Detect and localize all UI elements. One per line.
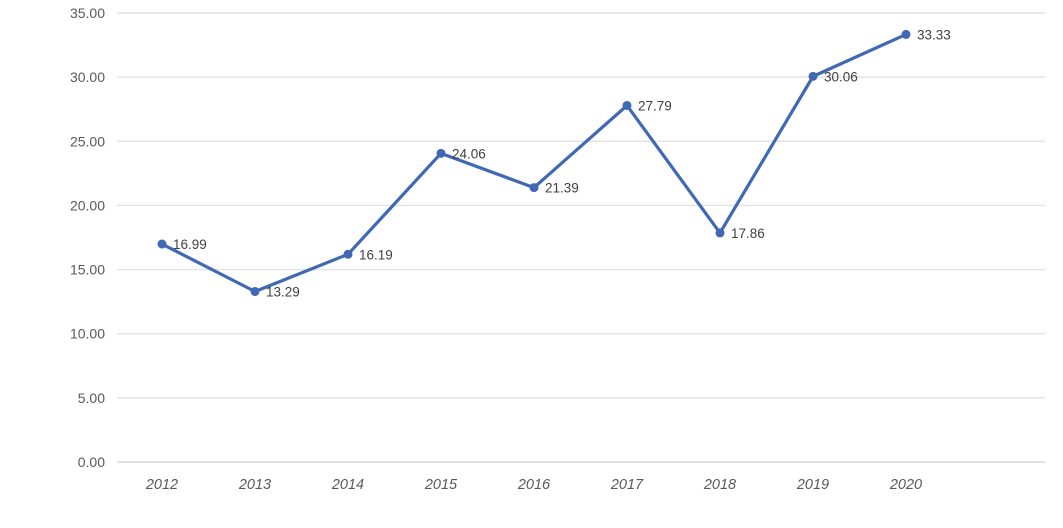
y-tick-label: 10.00 <box>70 326 105 342</box>
x-tick-label: 2016 <box>517 477 551 493</box>
data-point-marker <box>250 287 260 297</box>
y-tick-label: 20.00 <box>70 197 105 213</box>
y-tick-label: 25.00 <box>70 133 105 149</box>
data-point-marker <box>901 29 911 39</box>
x-tick-label: 2012 <box>145 477 178 493</box>
y-tick-label: 0.00 <box>78 454 105 470</box>
data-point-marker <box>157 239 167 249</box>
series-markers <box>157 29 911 297</box>
data-point-marker <box>343 249 353 259</box>
x-tick-label: 2015 <box>424 477 458 493</box>
data-point-label: 16.19 <box>359 247 393 262</box>
data-point-marker <box>715 228 725 238</box>
x-tick-label: 2018 <box>703 477 736 493</box>
data-point-marker <box>436 148 446 158</box>
series-line <box>160 32 908 294</box>
data-point-label: 17.86 <box>731 226 765 241</box>
x-tick-label: 2014 <box>331 477 364 493</box>
data-point-marker <box>529 183 539 193</box>
data-point-marker <box>622 100 632 110</box>
data-point-label: 21.39 <box>545 181 579 196</box>
gridlines-group <box>117 12 1045 463</box>
data-point-marker <box>808 71 818 81</box>
y-axis-tick-labels: 35.00 30.00 25.00 20.00 15.00 10.00 5.00 0.00 <box>70 5 105 470</box>
y-tick-label: 30.00 <box>70 69 105 85</box>
x-tick-label: 2019 <box>796 477 829 493</box>
data-point-label: 24.06 <box>452 146 486 161</box>
data-labels: 16.99 13.29 16.19 24.06 21.39 27.79 17.86 30.06… <box>173 27 951 299</box>
data-point-label: 16.99 <box>173 237 207 252</box>
x-tick-label: 2017 <box>610 477 644 493</box>
data-point-label: 13.29 <box>266 285 300 300</box>
y-tick-label: 5.00 <box>78 390 105 406</box>
x-tick-label: 2020 <box>889 477 922 493</box>
y-tick-label: 15.00 <box>70 262 105 278</box>
data-point-label: 27.79 <box>638 98 672 113</box>
data-point-label: 30.06 <box>824 69 858 84</box>
x-axis-tick-labels: 2012 2013 2014 2015 2016 2017 2018 2019 2020 <box>145 477 922 493</box>
y-tick-label: 35.00 <box>70 5 105 21</box>
x-tick-label: 2013 <box>238 477 271 493</box>
data-point-label: 33.33 <box>917 27 951 42</box>
